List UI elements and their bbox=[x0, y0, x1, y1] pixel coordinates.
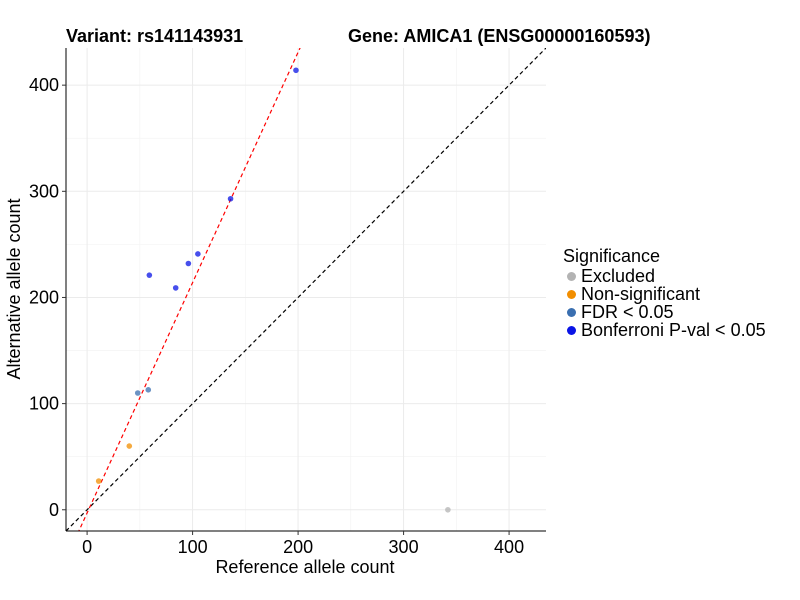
legend-label: Excluded bbox=[581, 265, 656, 286]
data-points bbox=[95, 67, 451, 513]
legend-item: Bonferroni P-val < 0.05 bbox=[563, 319, 766, 340]
legend-label: Bonferroni P-val < 0.05 bbox=[581, 319, 766, 340]
x-tick-label: 0 bbox=[82, 537, 92, 557]
data-point bbox=[227, 195, 234, 202]
data-point bbox=[445, 506, 451, 513]
y-axis-label: Alternative allele count bbox=[4, 198, 24, 379]
identity-line bbox=[66, 48, 546, 531]
data-point bbox=[185, 260, 192, 267]
reference-lines bbox=[66, 48, 546, 531]
legend-item: FDR < 0.05 bbox=[563, 301, 766, 322]
data-point bbox=[146, 272, 153, 278]
data-point bbox=[195, 251, 201, 257]
data-point bbox=[145, 387, 152, 393]
data-point bbox=[134, 390, 141, 396]
y-tick-label: 0 bbox=[49, 500, 59, 520]
axes: 0 100 200 300 400 0 100 200 300 400 bbox=[29, 48, 546, 557]
legend-item: Non-significant bbox=[563, 283, 766, 304]
legend-items: Excluded Non-significant FDR < 0.05 Bonferr… bbox=[563, 265, 766, 340]
legend-marker bbox=[567, 289, 576, 299]
data-point bbox=[126, 443, 133, 449]
y-tick-label: 300 bbox=[29, 181, 59, 201]
legend-title: Significance bbox=[563, 246, 661, 266]
x-tick-label: 400 bbox=[494, 537, 524, 557]
y-tick-label: 100 bbox=[29, 394, 59, 414]
y-tick-label: 400 bbox=[29, 75, 59, 95]
grid-lines bbox=[66, 48, 546, 531]
x-tick-label: 100 bbox=[178, 537, 208, 557]
x-tick-label: 300 bbox=[389, 537, 419, 557]
data-point bbox=[293, 67, 299, 74]
chart-title-gene: Gene: AMICA1 (ENSG00000160593) bbox=[348, 26, 651, 46]
legend-label: FDR < 0.05 bbox=[581, 301, 674, 322]
x-tick-label: 200 bbox=[283, 537, 313, 557]
x-axis-label: Reference allele count bbox=[215, 557, 394, 577]
y-tick-label: 200 bbox=[29, 287, 59, 307]
legend-marker bbox=[567, 307, 576, 317]
legend: Significance Excluded Non-significant FDR … bbox=[563, 245, 766, 340]
fitted-line bbox=[78, 48, 301, 531]
legend-marker bbox=[567, 325, 576, 335]
legend-item: Excluded bbox=[563, 265, 766, 286]
data-point bbox=[172, 285, 179, 291]
data-point bbox=[95, 478, 102, 484]
legend-marker bbox=[567, 271, 576, 281]
legend-label: Non-significant bbox=[581, 283, 701, 304]
chart-title-variant: Variant: rs141143931 bbox=[66, 26, 244, 46]
